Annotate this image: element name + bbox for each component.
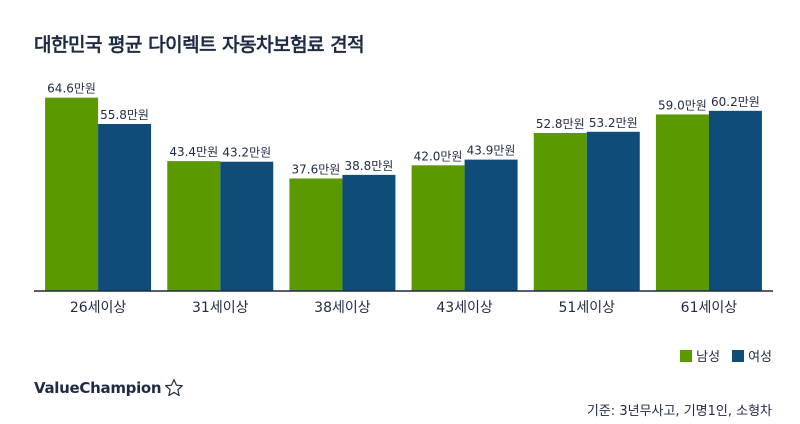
bar-female [708,110,762,291]
data-label: 59.0만원 [658,98,707,112]
legend-item-male: 남성 [680,346,720,365]
footnote: 기준: 3년무사고, 기명1인, 소형차 [586,404,772,419]
bar-female [220,161,274,291]
data-label: 43.4만원 [169,145,218,159]
data-label: 52.8만원 [536,117,585,131]
bar-male [167,161,221,291]
data-label: 53.2만원 [589,116,638,130]
bar-chart: 64.6만원 55.8만원 26세이상 43.4만원 43.2만원 31세이상 37.6만원… [34,82,773,316]
data-label: 43.2만원 [222,146,271,160]
bar-female [98,123,152,292]
data-label: 60.2만원 [711,95,760,109]
brand-logo: ValueChampion [34,378,184,398]
x-tick-label: 38세이상 [314,300,371,316]
data-label: 55.8만원 [100,108,149,122]
legend-label-male: 남성 [696,350,721,365]
legend: 남성 여성 [680,346,772,365]
bar-female [464,159,518,291]
bar-female [586,131,640,291]
star-outline-icon [165,379,184,397]
bar-male [45,97,99,291]
legend-swatch-male [680,349,693,362]
x-tick-label: 26세이상 [70,300,127,316]
legend-swatch-female [732,349,745,362]
x-tick-label: 61세이상 [681,300,738,316]
legend-label-female: 여성 [748,350,772,365]
data-label: 37.6만원 [292,162,341,176]
legend-item-female: 여성 [732,346,772,365]
bar-male [533,132,587,291]
x-tick-label: 43세이상 [436,300,493,316]
chart-title: 대한민국 평균 다이렉트 자동차보험료 견적 [34,34,365,56]
bar-female [342,174,396,291]
x-tick-label: 31세이상 [192,300,249,316]
bar-male [655,114,709,292]
bar-male [411,165,465,291]
x-tick-label: 51세이상 [559,300,616,316]
data-label: 43.9만원 [467,144,516,158]
brand-name: ValueChampion [34,379,162,397]
data-label: 42.0만원 [414,149,463,163]
bar-male [289,178,343,291]
data-label: 64.6만원 [47,82,96,96]
data-label: 38.8만원 [345,159,394,173]
